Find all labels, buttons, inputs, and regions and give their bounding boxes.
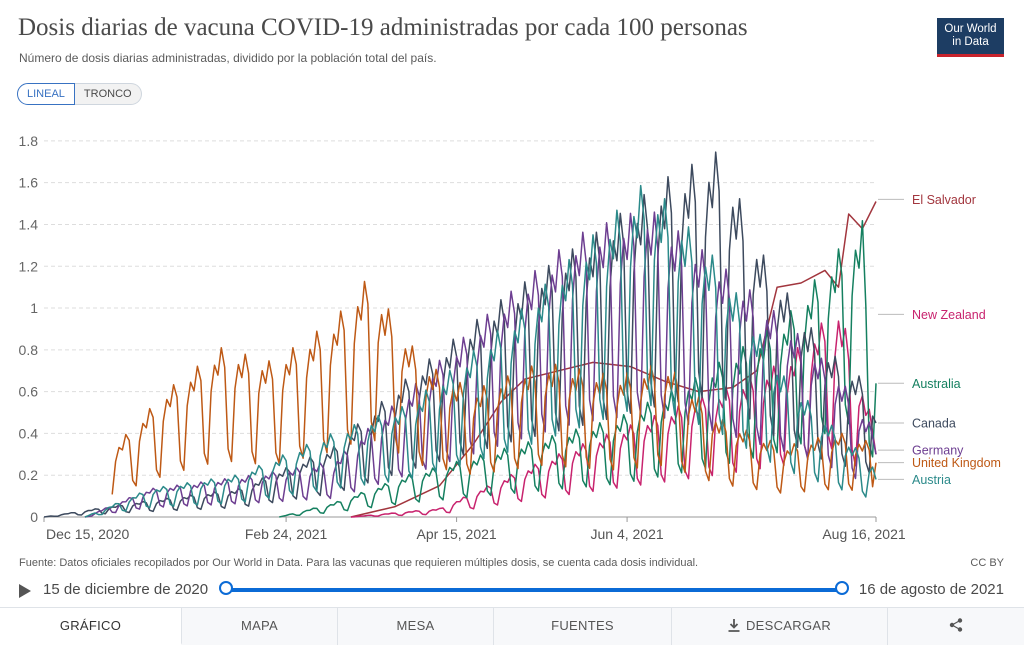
series-line-new-zealand	[350, 320, 877, 518]
x-tick-label: Aug 16, 2021	[822, 526, 906, 542]
tab-chart[interactable]: GRÁFICO	[0, 608, 182, 645]
scale-toggle: LINEAL TRONCO	[17, 83, 142, 105]
x-tick-label: Feb 24, 2021	[245, 526, 328, 542]
logo-line-2: in Data	[952, 36, 989, 48]
y-tick-label: 0.6	[19, 384, 39, 400]
series-line-austria	[84, 184, 877, 518]
line-chart: 0 0.2 0.4 0.6 0.8 1 1.2 1.4 1.6 1.8 Dec 15, 2020 Fe…	[19, 133, 1001, 542]
tab-sources[interactable]: FUENTES	[494, 608, 672, 645]
series-label: Australia	[912, 377, 961, 391]
tab-share[interactable]	[888, 608, 1024, 645]
series-label: New Zealand	[912, 308, 986, 322]
timeline-start-date: 15 de diciembre de 2020	[43, 581, 209, 598]
series-label: El Salvador	[912, 193, 976, 207]
series-label: Germany	[912, 444, 964, 458]
share-icon	[949, 618, 963, 632]
timeline: 15 de diciembre de 2020 16 de agosto de …	[0, 578, 1024, 602]
tab-download[interactable]: DESCARGAR	[672, 608, 888, 645]
series-line-united-kingdom	[111, 280, 877, 495]
logo-line-1: Our World	[944, 23, 997, 35]
x-tick-label: Apr 15, 2021	[417, 526, 497, 542]
y-tick-label: 1	[30, 300, 38, 316]
download-label: DESCARGAR	[745, 618, 832, 633]
timeline-end-handle[interactable]	[835, 581, 849, 595]
y-tick-label: 1.4	[19, 216, 39, 232]
chart-title: Dosis diarias de vacuna COVID-19 adminis…	[18, 14, 748, 41]
series-line-australia	[279, 220, 877, 518]
source-note: Fuente: Datos oficiales recopilados por …	[19, 557, 699, 569]
tab-map[interactable]: MAPA	[182, 608, 338, 645]
y-tick-label: 0.4	[19, 425, 39, 441]
y-tick-label: 0.8	[19, 342, 39, 358]
download-icon	[728, 619, 740, 632]
log-scale-button[interactable]: TRONCO	[74, 83, 142, 105]
series-label: Austria	[912, 473, 951, 487]
y-tick-label: 1.6	[19, 175, 39, 191]
x-tick-label: Jun 4, 2021	[590, 526, 663, 542]
chart-subtitle: Número de dosis diarias administradas, d…	[19, 51, 437, 65]
play-icon[interactable]	[19, 584, 31, 598]
y-tick-label: 1.2	[19, 258, 39, 274]
y-tick-label: 0	[30, 509, 38, 525]
timeline-track[interactable]	[226, 588, 842, 592]
linear-scale-button[interactable]: LINEAL	[17, 83, 75, 105]
timeline-start-handle[interactable]	[219, 581, 233, 595]
y-tick-label: 0.2	[19, 467, 39, 483]
license-link[interactable]: CC BY	[970, 557, 1004, 569]
tab-table[interactable]: MESA	[338, 608, 494, 645]
x-tick-label: Dec 15, 2020	[46, 526, 129, 542]
timeline-end-date: 16 de agosto de 2021	[858, 581, 1004, 598]
tab-bar: GRÁFICO MAPA MESA FUENTES DESCARGAR	[0, 607, 1024, 645]
series-line-germany	[84, 211, 877, 518]
owid-logo[interactable]: Our World in Data	[937, 18, 1004, 57]
y-tick-label: 1.8	[19, 133, 39, 149]
series-label: Canada	[912, 416, 956, 430]
series-label: United Kingdom	[912, 456, 1001, 470]
